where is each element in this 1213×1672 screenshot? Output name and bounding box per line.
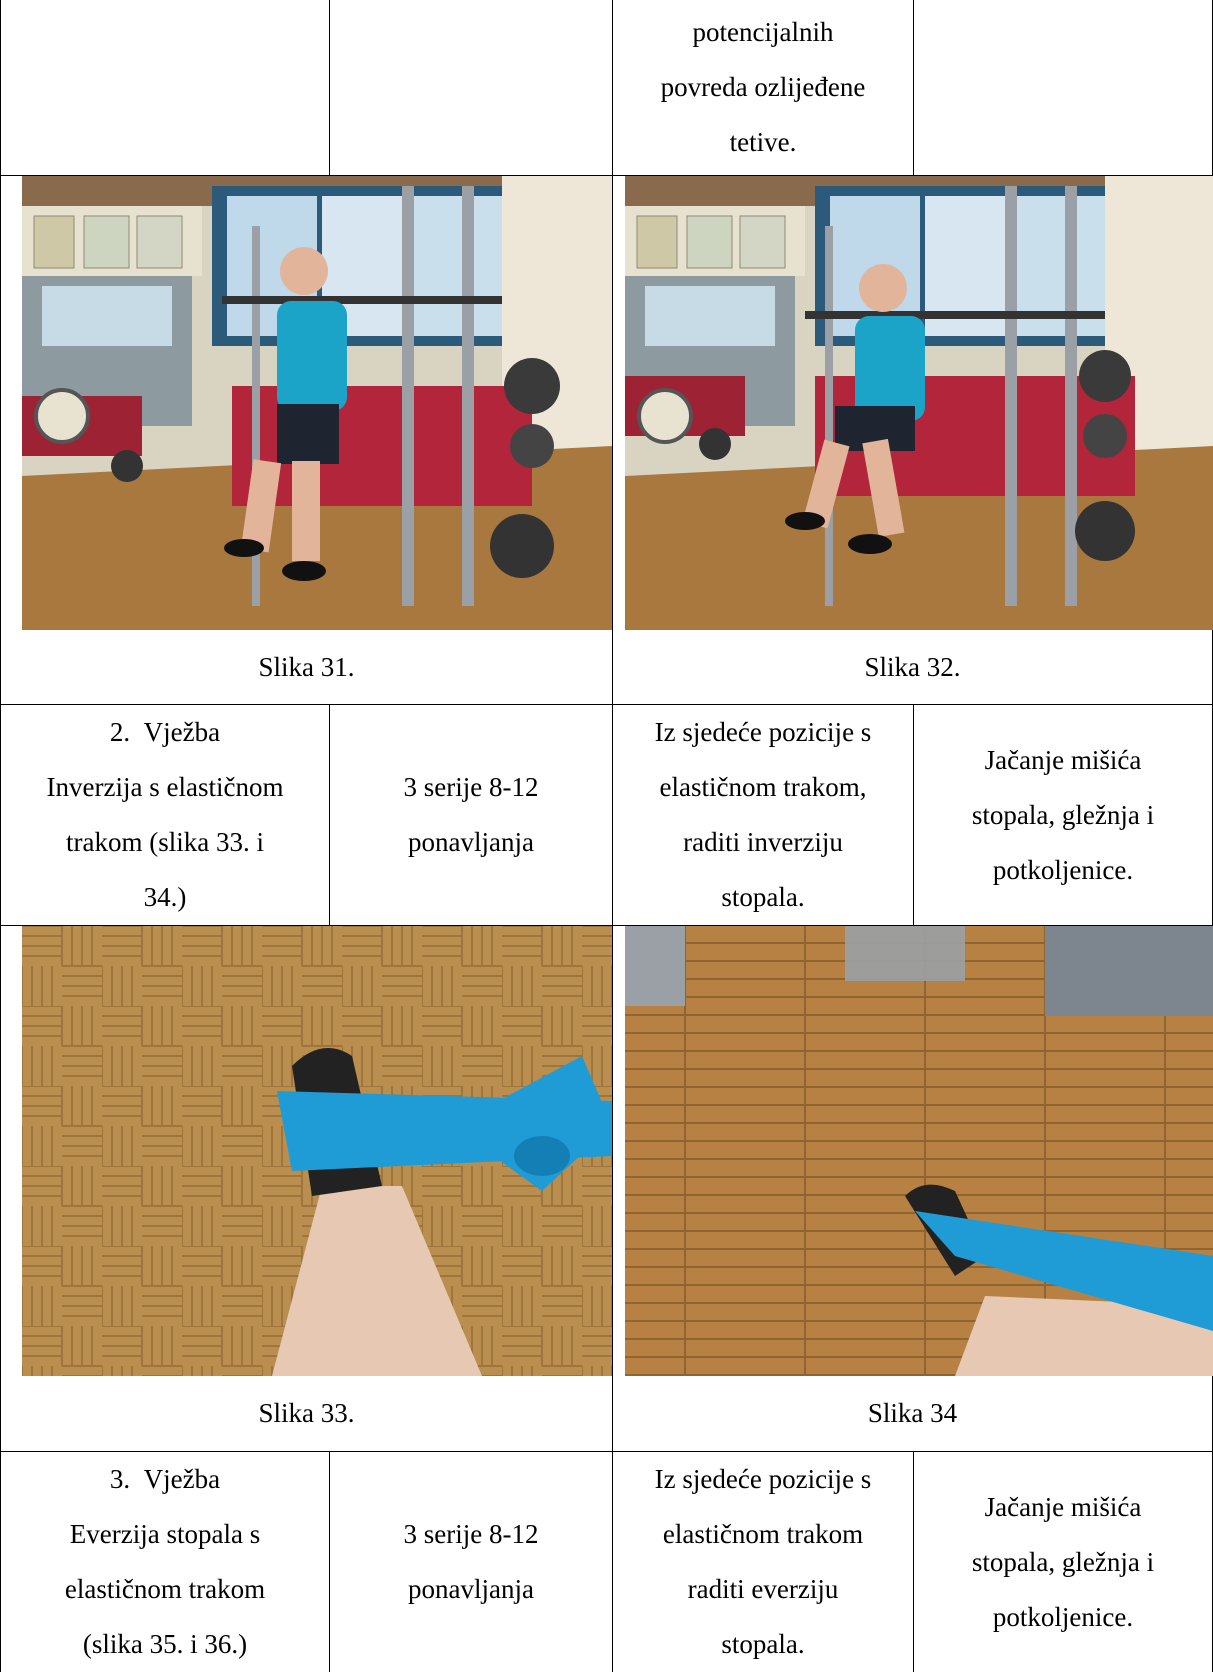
caption-slika-32: Slika 32.	[613, 630, 1212, 704]
exercise-name-line: trakom (slika 33. i	[66, 827, 264, 857]
top-description-cell: potencijalnih povreda ozlijeđene tetive.	[613, 0, 913, 175]
table-divider-col4-b	[913, 704, 914, 925]
squat-sitting-photo	[625, 176, 1213, 630]
exercise-name-line: Inverzija s elastičnom	[46, 772, 284, 802]
description-line: stopala.	[721, 1629, 805, 1659]
caption-text: Slika 33.	[258, 1398, 355, 1428]
description-line: raditi everziju	[687, 1574, 839, 1604]
exercise-3-goal-cell: Jačanje mišića stopala, gležnja i potkol…	[914, 1452, 1212, 1672]
exercise-3-dosage-cell: 3 serije 8-12 ponavljanja	[330, 1452, 612, 1672]
dosage-line: 3 serije 8-12	[403, 1519, 539, 1549]
caption-slika-31: Slika 31.	[1, 630, 612, 704]
top-description-line: tetive.	[729, 127, 797, 157]
dosage-line: 3 serije 8-12	[403, 772, 539, 802]
table-divider-col2-a	[329, 0, 330, 175]
exercise-2-name-cell: 2. Vježba Inverzija s elastičnom trakom …	[1, 705, 329, 925]
exercise-name-line: Everzija stopala s	[69, 1519, 261, 1549]
table-row-line-1	[0, 175, 1213, 176]
squat-standing-photo	[22, 176, 612, 630]
description-line: raditi inverziju	[683, 827, 843, 857]
exercise-name-line: 3. Vježba	[109, 1464, 221, 1494]
table-divider-col2-b	[329, 704, 330, 925]
caption-text: Slika 32.	[864, 651, 961, 682]
exercise-name-line: (slika 35. i 36.)	[82, 1629, 248, 1659]
exercise-3-name-cell: 3. Vježba Everzija stopala s elastičnom …	[1, 1452, 329, 1672]
table-divider-col2-c	[329, 1451, 330, 1672]
goal-line: potkoljenice.	[992, 854, 1134, 885]
top-description-line: povreda ozlijeđene	[660, 72, 866, 102]
description-line: Iz sjedeće pozicije s	[654, 717, 872, 747]
goal-line: Jačanje mišića	[984, 1491, 1142, 1522]
exercise-name-line: 2. Vježba	[109, 717, 221, 747]
table-row-line-2	[0, 704, 1213, 705]
table-row-line-3	[0, 925, 1213, 926]
top-description-line: potencijalnih	[692, 17, 834, 47]
table-divider-center	[612, 0, 613, 1672]
caption-text: Slika 34	[867, 1398, 958, 1428]
description-line: stopala.	[721, 882, 805, 912]
exercise-name-line: elastičnom trakom	[64, 1574, 266, 1604]
description-line: Iz sjedeće pozicije s	[654, 1464, 872, 1494]
table-row-line-4	[0, 1451, 1213, 1452]
description-line: elastičnom trakom	[662, 1519, 864, 1549]
caption-slika-33: Slika 33.	[1, 1376, 612, 1451]
dosage-line: ponavljanja	[408, 827, 534, 857]
caption-slika-34: Slika 34	[613, 1376, 1212, 1451]
goal-line: potkoljenice.	[992, 1601, 1134, 1632]
goal-line: Jačanje mišića	[984, 744, 1142, 775]
caption-text: Slika 31.	[258, 651, 355, 682]
exercise-3-description-cell: Iz sjedeće pozicije s elastičnom trakom …	[613, 1452, 913, 1672]
foot-inversion-band-photo	[22, 926, 612, 1376]
foot-band-floor-photo	[625, 926, 1213, 1376]
table-border-left	[0, 0, 1, 1672]
table-divider-col4-c	[913, 1451, 914, 1672]
goal-line: stopala, gležnja i	[971, 799, 1155, 830]
exercise-name-line: 34.)	[143, 882, 187, 912]
description-line: elastičnom trakom,	[659, 772, 867, 802]
exercise-2-goal-cell: Jačanje mišića stopala, gležnja i potkol…	[914, 705, 1212, 925]
dosage-line: ponavljanja	[408, 1574, 534, 1604]
exercise-2-dosage-cell: 3 serije 8-12 ponavljanja	[330, 705, 612, 925]
exercise-2-description-cell: Iz sjedeće pozicije s elastičnom trakom,…	[613, 705, 913, 925]
table-divider-col4-a	[913, 0, 914, 175]
goal-line: stopala, gležnja i	[971, 1546, 1155, 1577]
